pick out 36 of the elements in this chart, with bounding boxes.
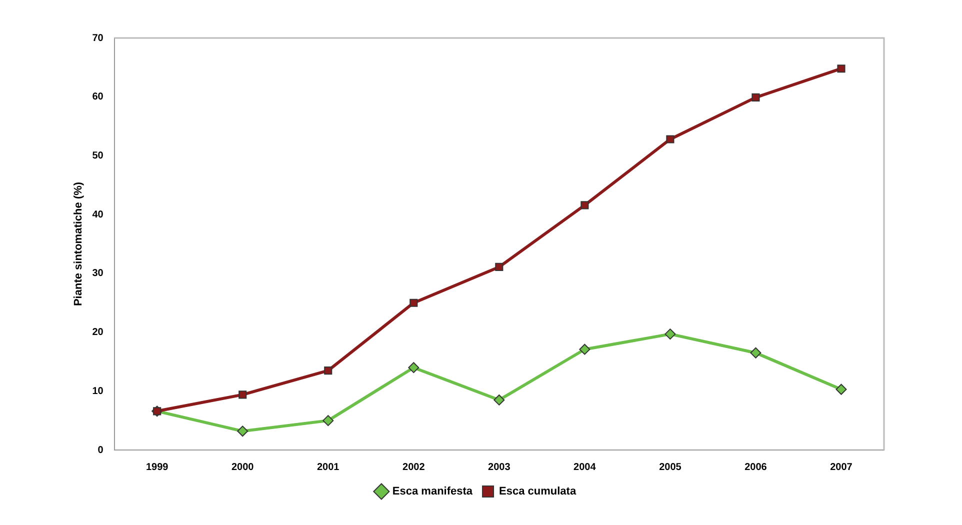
legend-label: Esca manifesta	[392, 486, 474, 498]
x-tick-label: 2006	[744, 462, 768, 473]
point	[752, 93, 760, 102]
point	[408, 362, 420, 374]
legend-label: Esca cumulata	[499, 486, 577, 498]
x-tick-label: 1999	[146, 462, 169, 473]
point	[664, 328, 676, 340]
point	[580, 201, 589, 210]
point	[410, 298, 418, 307]
point	[324, 366, 332, 375]
x-tick-label: 2000	[231, 462, 254, 473]
y-tick-label: 0	[98, 444, 104, 456]
y-axis-title: Piante sintomatiche (%)	[72, 182, 85, 306]
y-tick-label: 40	[92, 209, 104, 220]
point	[579, 344, 590, 355]
y-tick-label: 20	[92, 327, 104, 338]
point	[495, 262, 504, 271]
y-tick-label: 70	[92, 32, 104, 44]
y-tick-label: 50	[92, 150, 104, 162]
x-tick-label: 2002	[402, 462, 426, 473]
x-tick-label: 2001	[316, 462, 340, 473]
y-tick-label: 10	[92, 386, 104, 397]
point	[837, 64, 846, 73]
x-tick-label: 2003	[488, 462, 511, 473]
point	[494, 394, 505, 406]
point	[237, 426, 248, 437]
y-tick-label: 30	[92, 268, 104, 280]
point	[238, 390, 247, 399]
x-tick-label: 2004	[574, 462, 596, 473]
point	[322, 415, 334, 426]
point	[836, 384, 847, 395]
x-tick-label: 2007	[830, 462, 853, 473]
point	[750, 347, 762, 358]
y-tick-label: 60	[92, 92, 104, 103]
x-tick-label: 2005	[659, 462, 682, 473]
point	[666, 135, 674, 144]
